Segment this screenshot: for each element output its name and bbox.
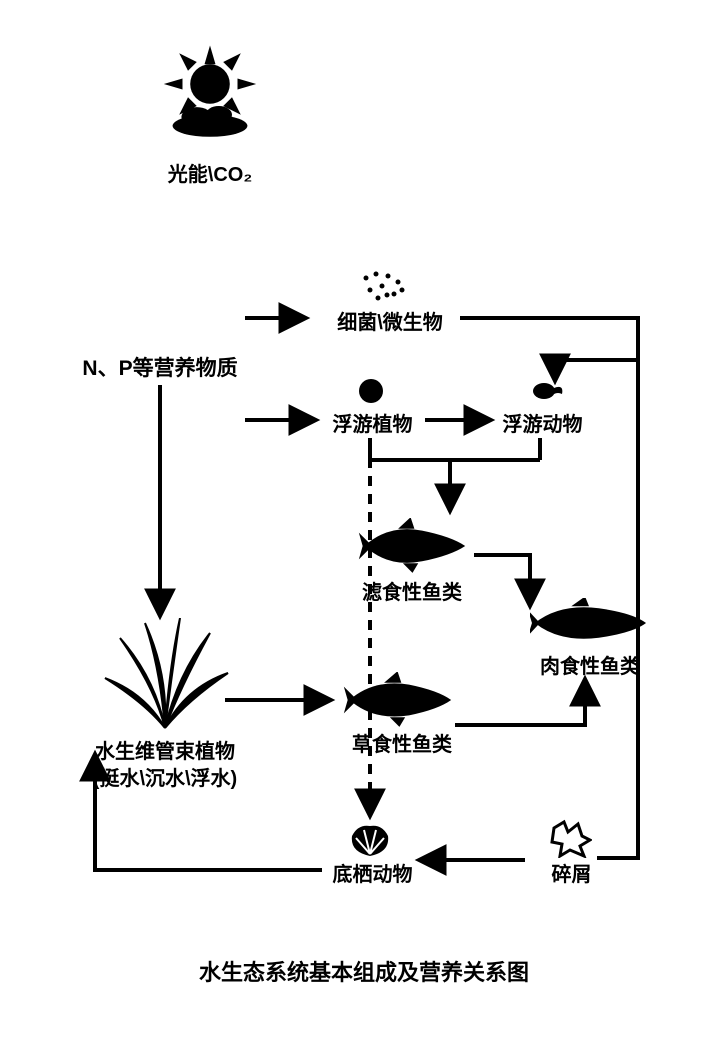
bacteria-icon [360, 268, 406, 309]
detritus-label: 碎屑 [544, 858, 599, 887]
phytoplankton-icon [358, 378, 384, 409]
herbivore-fish-label: 草食性鱼类 [342, 728, 462, 757]
herbivore-fish-icon [340, 672, 455, 732]
filter-fish-icon [355, 518, 470, 578]
phytoplankton-label: 浮游植物 [325, 408, 420, 437]
aquatic-plant-label2: (挺水\沉水\浮水) [70, 762, 260, 791]
benthos-label: 底栖动物 [325, 858, 420, 887]
sun-icon [155, 40, 265, 150]
nutrients-label: N、P等营养物质 [70, 352, 250, 382]
zooplankton-label: 浮游动物 [495, 408, 590, 437]
zooplankton-icon [530, 378, 564, 409]
carnivore-fish-label: 肉食性鱼类 [530, 650, 650, 679]
aquatic-plant-icon [100, 618, 230, 738]
detritus-icon [548, 818, 592, 863]
carnivore-fish-icon [530, 598, 648, 653]
benthos-icon [348, 822, 392, 863]
diagram-canvas: 光能\CO₂ N、P等营养物质 细菌\微生物 浮游植物 浮游动物 [0, 0, 728, 1056]
sun-label: 光能\CO₂ [150, 158, 270, 187]
filter-fish-label: 滤食性鱼类 [352, 576, 472, 605]
diagram-caption: 水生态系统基本组成及营养关系图 [0, 955, 728, 987]
bacteria-label: 细菌\微生物 [320, 306, 460, 335]
aquatic-plant-label: 水生维管束植物 [80, 735, 250, 764]
